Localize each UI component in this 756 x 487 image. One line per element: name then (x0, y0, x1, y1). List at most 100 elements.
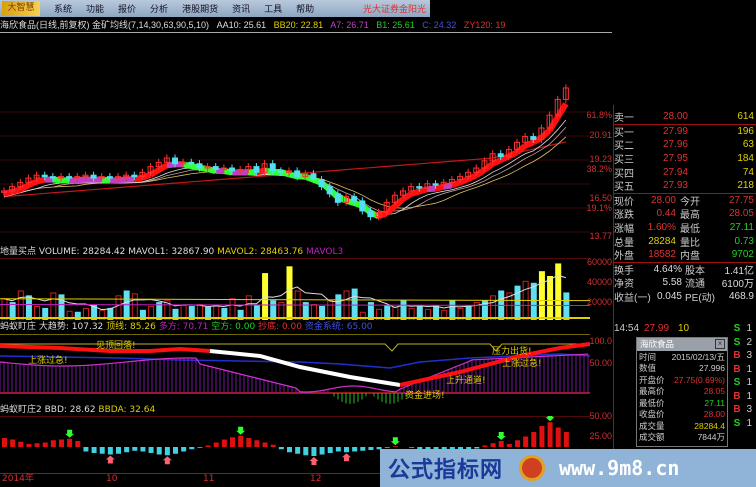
candle (66, 176, 73, 179)
popup-row: 收盘价 28.00 (637, 409, 727, 421)
volume-chart[interactable] (0, 258, 590, 320)
popup-title: 海欣食品 (640, 339, 675, 349)
bbd-bar (515, 440, 520, 447)
volume-bar (490, 295, 497, 320)
candle (139, 171, 146, 178)
popup-label: 最高价 (639, 386, 665, 397)
label: 涨跌 (614, 209, 634, 221)
label: 净资 (614, 278, 634, 290)
bbd-bar (506, 444, 512, 447)
candle (457, 176, 463, 180)
value: 0.44 (656, 207, 676, 219)
indicator2-legend: 蚂蚁盯庄2 BBD: 28.62 BBDA: 32.64 (0, 405, 155, 416)
indicator-name: 蚂蚁盯庄2 (0, 405, 42, 415)
bbd-bar (164, 447, 170, 456)
bbd-bar (132, 447, 138, 451)
volume-bar (221, 307, 228, 320)
indicator1-chart[interactable] (0, 334, 590, 405)
stat-row: 总量 28284 量比 0.73 (614, 234, 756, 249)
bbd-bar (83, 447, 89, 452)
bbd-bar (124, 447, 130, 453)
bbd-bar (490, 443, 496, 447)
trend-band (27, 178, 38, 189)
value: 27.75 (728, 194, 754, 206)
bbd-bar (67, 438, 73, 447)
axis-label: 25.00 (589, 431, 612, 441)
trade-side: S (733, 417, 741, 429)
stat-row: 涨跌 0.44 最高 28.05 (614, 207, 756, 221)
stat-row: 收益(一) 0.045 PE(动) 468.9 (614, 289, 756, 304)
candle (123, 174, 130, 178)
value: 6100万 (721, 278, 754, 290)
label: 卖一 (614, 113, 634, 125)
candle (375, 211, 382, 218)
bbd-bar (173, 447, 178, 454)
candlestick-chart[interactable] (0, 34, 590, 245)
broker-name: 光大证券金阳光 (362, 5, 426, 15)
candle (58, 176, 64, 179)
label: 涨幅 (614, 223, 634, 235)
popup-row: 时间 2015/02/13/五 (637, 351, 727, 363)
popup-value: 27.11 (704, 397, 725, 408)
label: 收益(一) (614, 292, 651, 304)
menu-news[interactable]: 资讯 (232, 5, 251, 15)
volume-bar (408, 307, 415, 320)
menu-function[interactable]: 功能 (86, 5, 105, 15)
candle (408, 186, 415, 192)
bbd-bar (42, 442, 48, 447)
candle (286, 170, 292, 173)
trend-band (466, 172, 478, 182)
volume-bar (229, 298, 236, 320)
volume-bar (131, 293, 138, 320)
note-label: 压力出货! (492, 347, 532, 357)
sell-arrow-icon (65, 429, 75, 438)
ask-row: 卖一 28.00 614 (614, 110, 756, 124)
fund-value: 资金系统: 65.00 (304, 322, 373, 332)
volume-bar (351, 288, 358, 320)
trade-row: 14:54 27.99 10 S 1 (614, 322, 756, 336)
menu-hk-futures[interactable]: 港股期货 (182, 5, 219, 15)
trend-line-white (209, 349, 401, 387)
value: 0.73 (734, 235, 754, 247)
bbd-bar (262, 442, 268, 447)
candle (432, 183, 439, 186)
candle (505, 148, 512, 158)
candle (245, 166, 252, 170)
trade-count: 1 (746, 363, 752, 375)
candle (269, 163, 276, 172)
chart-title: 海欣食品(日线,前复权) 金矿均线(7,14,30,63,90,5,10) (0, 20, 210, 30)
price: 27.95 (662, 152, 688, 164)
bbd-bar (278, 447, 284, 450)
volume-bar (555, 263, 562, 320)
aa10-value: AA10: 25.61 (216, 20, 267, 30)
menu-quote[interactable]: 报价 (118, 5, 137, 15)
bbd-bar (91, 447, 97, 453)
amount: 74 (742, 166, 754, 178)
amount: 184 (737, 152, 754, 164)
menu-analysis[interactable]: 分析 (150, 5, 169, 15)
volume-bar (42, 307, 49, 320)
close-icon[interactable]: × (715, 339, 725, 349)
volume-bar (34, 305, 41, 320)
sell-arrow-icon (545, 416, 555, 422)
menu-tools[interactable]: 工具 (264, 5, 283, 15)
label: 股本 (685, 265, 705, 277)
bbd-value: BBD: 28.62 (44, 405, 96, 415)
volume-bar (82, 307, 89, 320)
popup-value: 28284.4 (694, 420, 725, 431)
menu-help[interactable]: 帮助 (296, 5, 315, 15)
trend-line-red (0, 344, 211, 353)
candle (383, 201, 390, 213)
popup-row: 最高价 28.05 (637, 386, 727, 398)
bbd-bar (327, 447, 333, 453)
note-label: 上涨过急! (502, 359, 542, 369)
popup-row: 成交额 7844万 (637, 432, 727, 444)
axis-label: 16.50 (589, 193, 612, 203)
menu-system[interactable]: 系统 (54, 5, 73, 15)
bbd-bar (59, 439, 64, 447)
buy-arrow-icon (309, 457, 319, 465)
candle (310, 173, 317, 180)
candle (41, 174, 48, 178)
axis-label: 50.00 (589, 411, 612, 421)
